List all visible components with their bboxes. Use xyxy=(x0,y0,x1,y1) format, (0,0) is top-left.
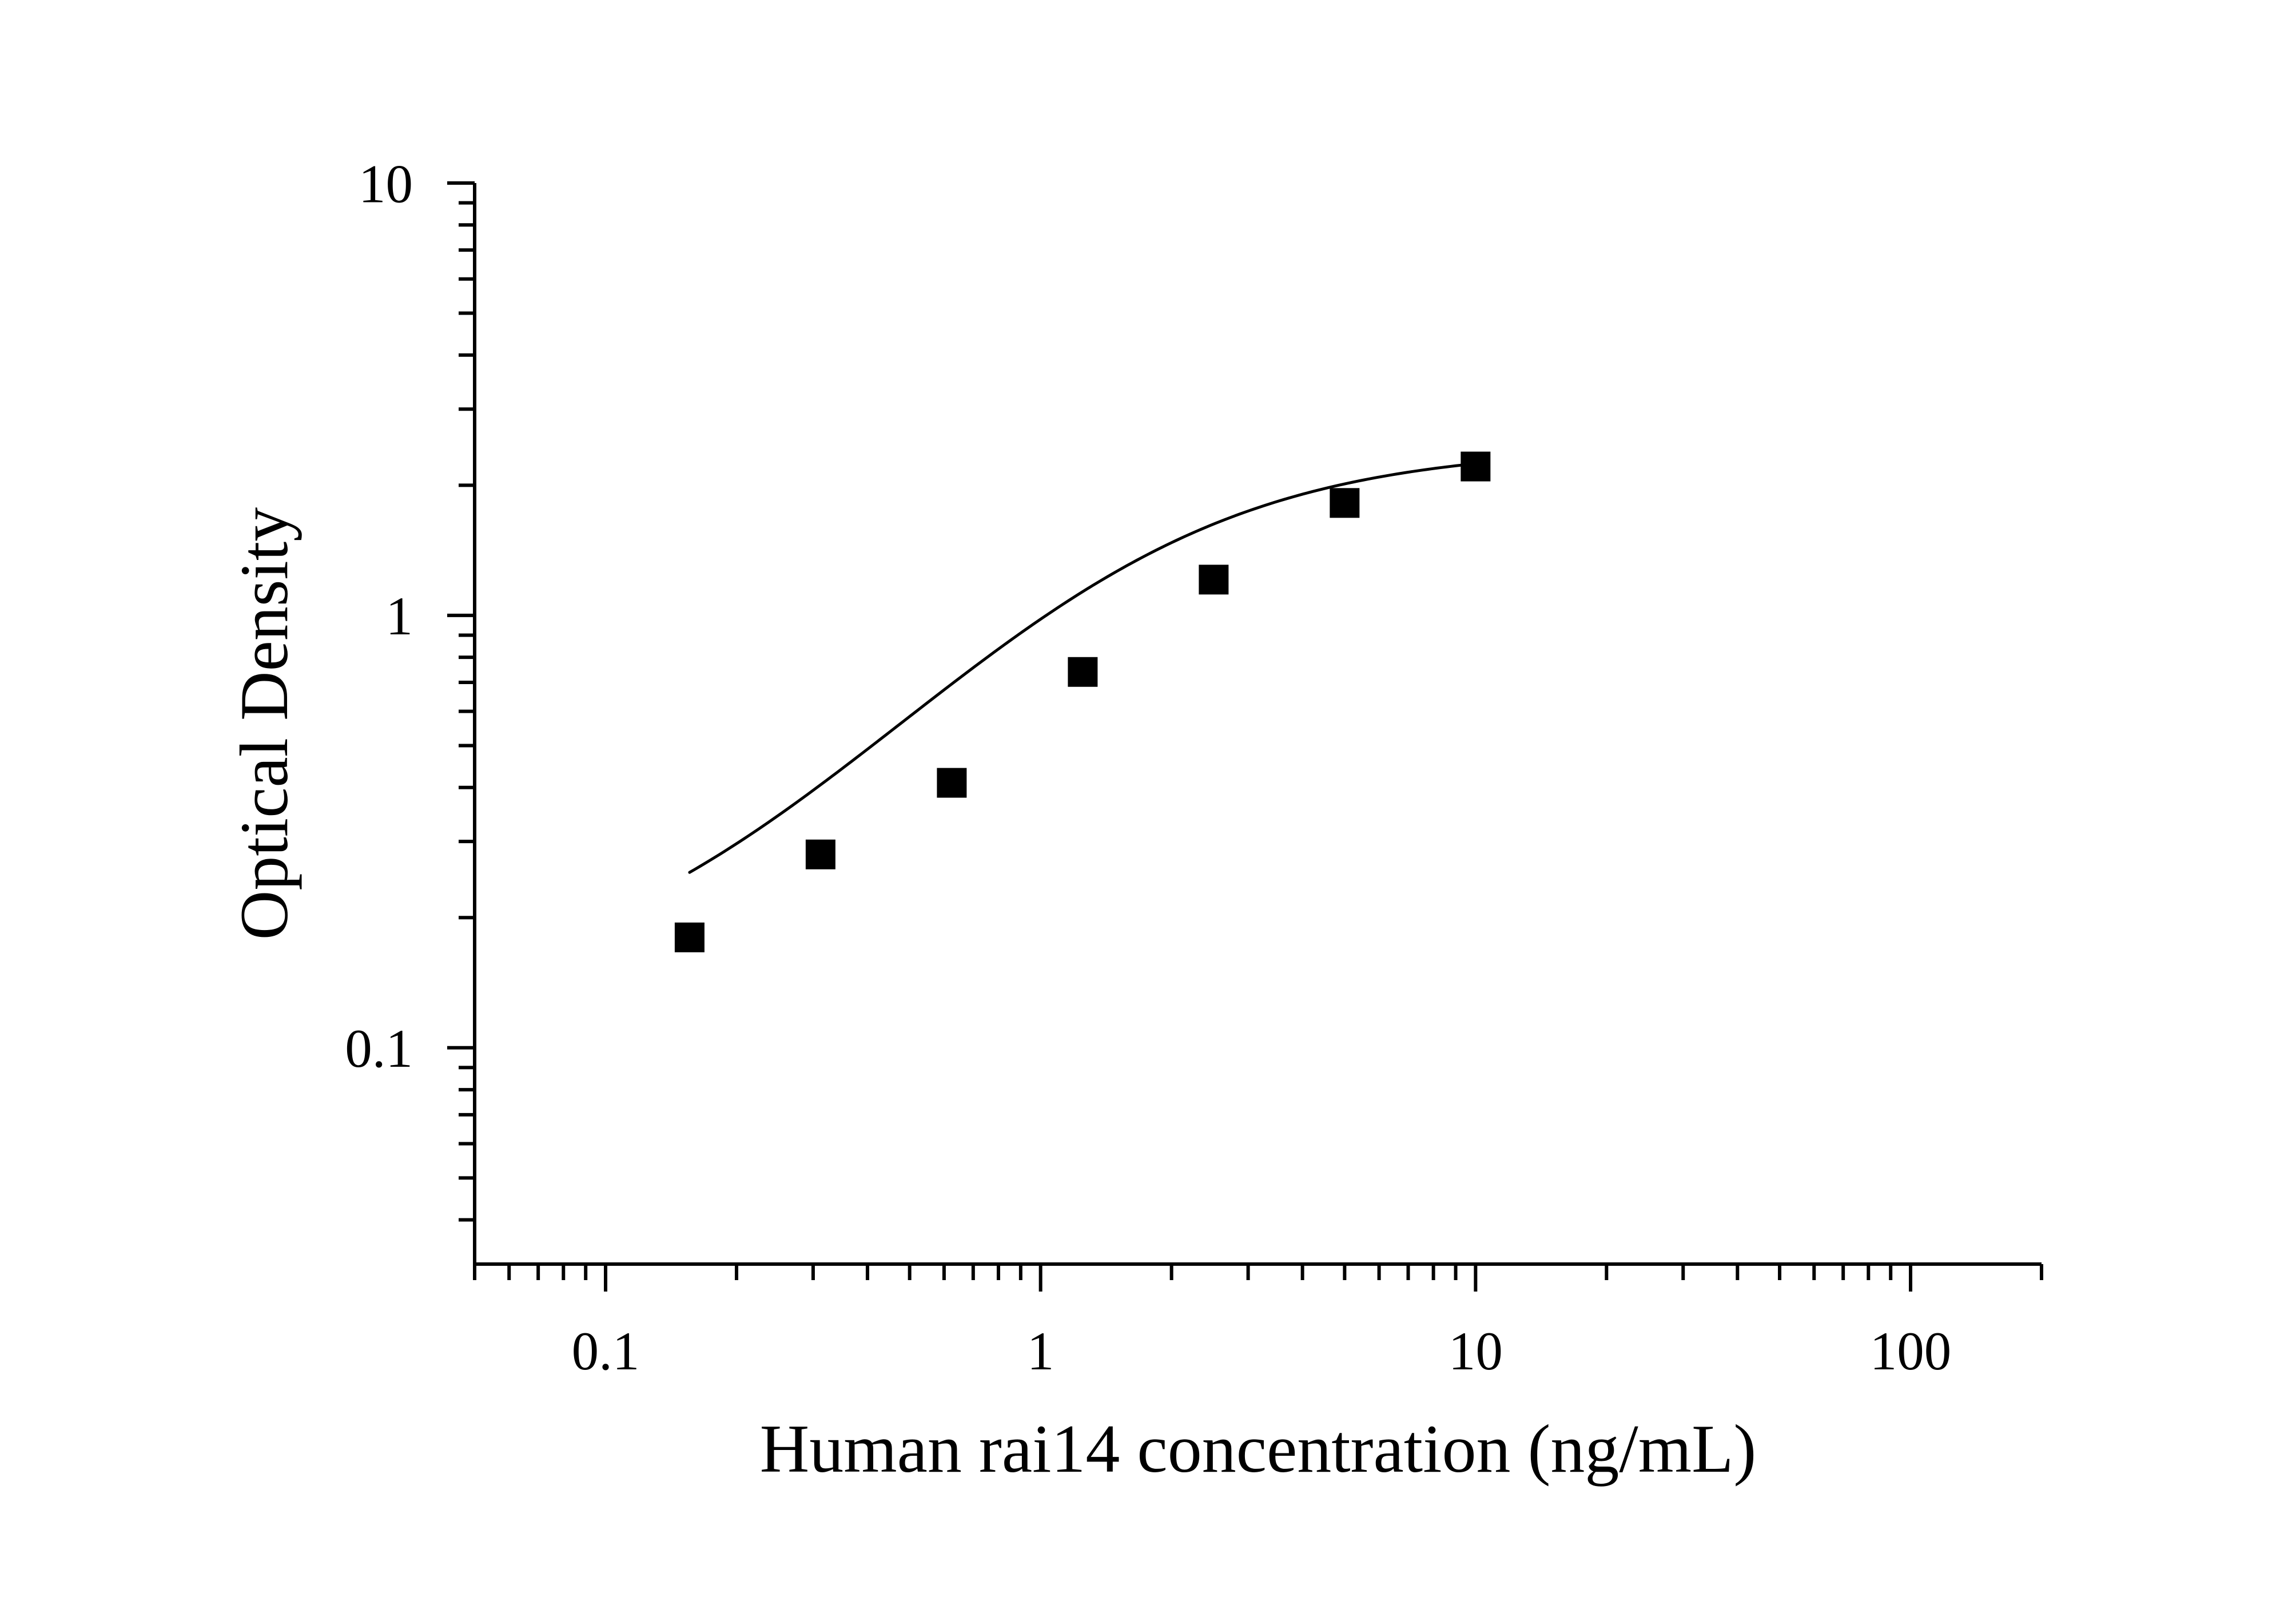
x-tick-label: 1 xyxy=(1027,1321,1055,1381)
chart-background xyxy=(0,0,2296,1605)
data-point-marker xyxy=(937,768,966,798)
x-tick-label: 100 xyxy=(1870,1321,1952,1381)
data-point-marker xyxy=(1199,565,1228,594)
x-axis-label: Human rai14 concentration (ng/mL) xyxy=(760,1411,1757,1487)
y-tick-label: 0.1 xyxy=(345,1018,413,1079)
data-point-marker xyxy=(1461,452,1490,482)
chart-container: 0.1 1 10 100 0.1 1 10 Human rai14 concentration… xyxy=(0,0,2296,1605)
data-point-marker xyxy=(1068,657,1097,687)
data-point-marker xyxy=(675,923,705,952)
data-point-marker xyxy=(806,840,835,869)
y-tick-label: 10 xyxy=(359,153,413,214)
y-axis-label: Optical Density xyxy=(226,507,302,940)
data-point-marker xyxy=(1330,488,1359,518)
y-tick-label: 1 xyxy=(386,586,413,646)
standard-curve-chart: 0.1 1 10 100 0.1 1 10 Human rai14 concentration… xyxy=(0,0,2296,1605)
x-tick-label: 10 xyxy=(1449,1321,1503,1381)
x-tick-label: 0.1 xyxy=(572,1321,640,1381)
